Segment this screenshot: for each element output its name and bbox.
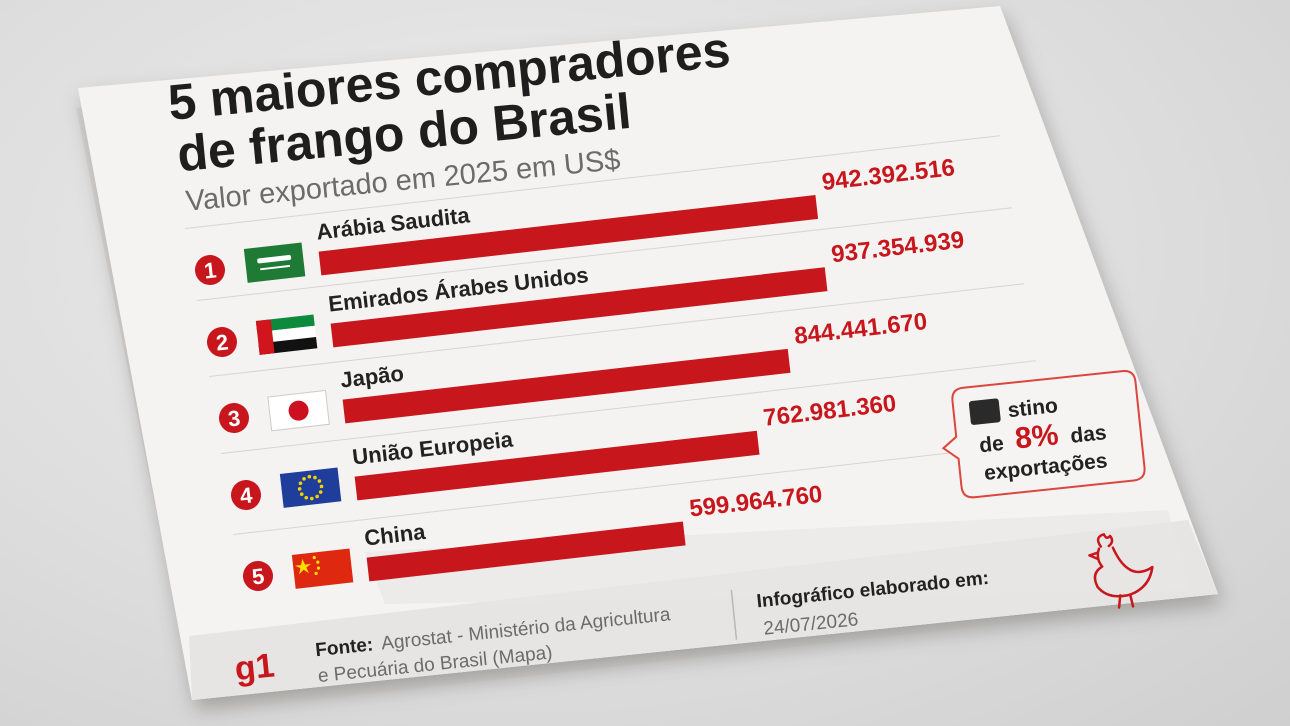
- flag-star: [319, 484, 324, 489]
- flag-star: [318, 490, 323, 494]
- rank-badge: [207, 327, 237, 357]
- rank-number: 5: [251, 563, 266, 589]
- row-separator: [197, 207, 1012, 302]
- flag-small-star: [314, 571, 318, 576]
- japan-flag-icon: [267, 389, 330, 432]
- bar: [354, 430, 760, 501]
- bar: [342, 348, 791, 424]
- rank-number: 4: [239, 482, 255, 508]
- rank-number: 3: [227, 405, 242, 431]
- bar: [318, 194, 819, 276]
- callout-prefix: de: [978, 432, 1005, 457]
- flag-star: [299, 492, 304, 496]
- rank-badge: [231, 480, 261, 510]
- flag-star: [315, 494, 319, 499]
- callout-box: stino de 8% das exportações: [941, 369, 1146, 499]
- saudi-arabia-flag-icon: [243, 242, 306, 283]
- flag-star: [298, 481, 303, 486]
- flag-small-star: [316, 566, 321, 570]
- flag-star: [307, 474, 312, 479]
- row-separator: [233, 441, 1048, 536]
- callout-suffix: das: [1069, 421, 1107, 448]
- bar: [330, 267, 828, 348]
- rank-badge: [219, 403, 249, 433]
- rank-number: 2: [215, 329, 230, 355]
- row-separator: [185, 135, 1000, 230]
- flag-small-star: [316, 560, 320, 564]
- flag-small-star: [312, 555, 316, 560]
- infographic-card: [78, 6, 1218, 700]
- callout-highlight: 8%: [1013, 418, 1060, 455]
- g1-logo: g1: [233, 647, 276, 689]
- flag-star: [317, 479, 322, 483]
- china-flag-icon: [291, 548, 354, 589]
- flag-sun: [288, 400, 309, 421]
- flag-star: [313, 475, 317, 480]
- eu-flag-icon: [279, 467, 342, 508]
- callout-line1: stino: [1007, 394, 1059, 422]
- footer-divider: [730, 589, 738, 640]
- flag-star: [304, 495, 308, 500]
- flag-field: [291, 548, 354, 589]
- uae-flag-icon: [255, 314, 318, 355]
- flag-star: [302, 476, 306, 481]
- chicken-icon: [1088, 533, 1154, 609]
- flag-star: [310, 496, 314, 501]
- flag-field: [243, 242, 306, 283]
- flag-star: [297, 487, 302, 491]
- row-separator: [209, 283, 1024, 378]
- flag-sword: [260, 264, 291, 271]
- row5-band: [365, 510, 1190, 604]
- callout-line2: de 8% das: [977, 413, 1107, 459]
- rank-badge: [243, 561, 273, 591]
- flag-script: [257, 254, 292, 264]
- flag-hoist-red: [255, 319, 275, 355]
- rank-number: 1: [203, 257, 218, 283]
- row-separator: [221, 360, 1036, 455]
- callout-icon: [968, 398, 1001, 425]
- bar: [366, 521, 686, 582]
- rank-badge: [195, 255, 225, 285]
- flag-big-star: [295, 558, 311, 575]
- flag-field: [279, 467, 342, 508]
